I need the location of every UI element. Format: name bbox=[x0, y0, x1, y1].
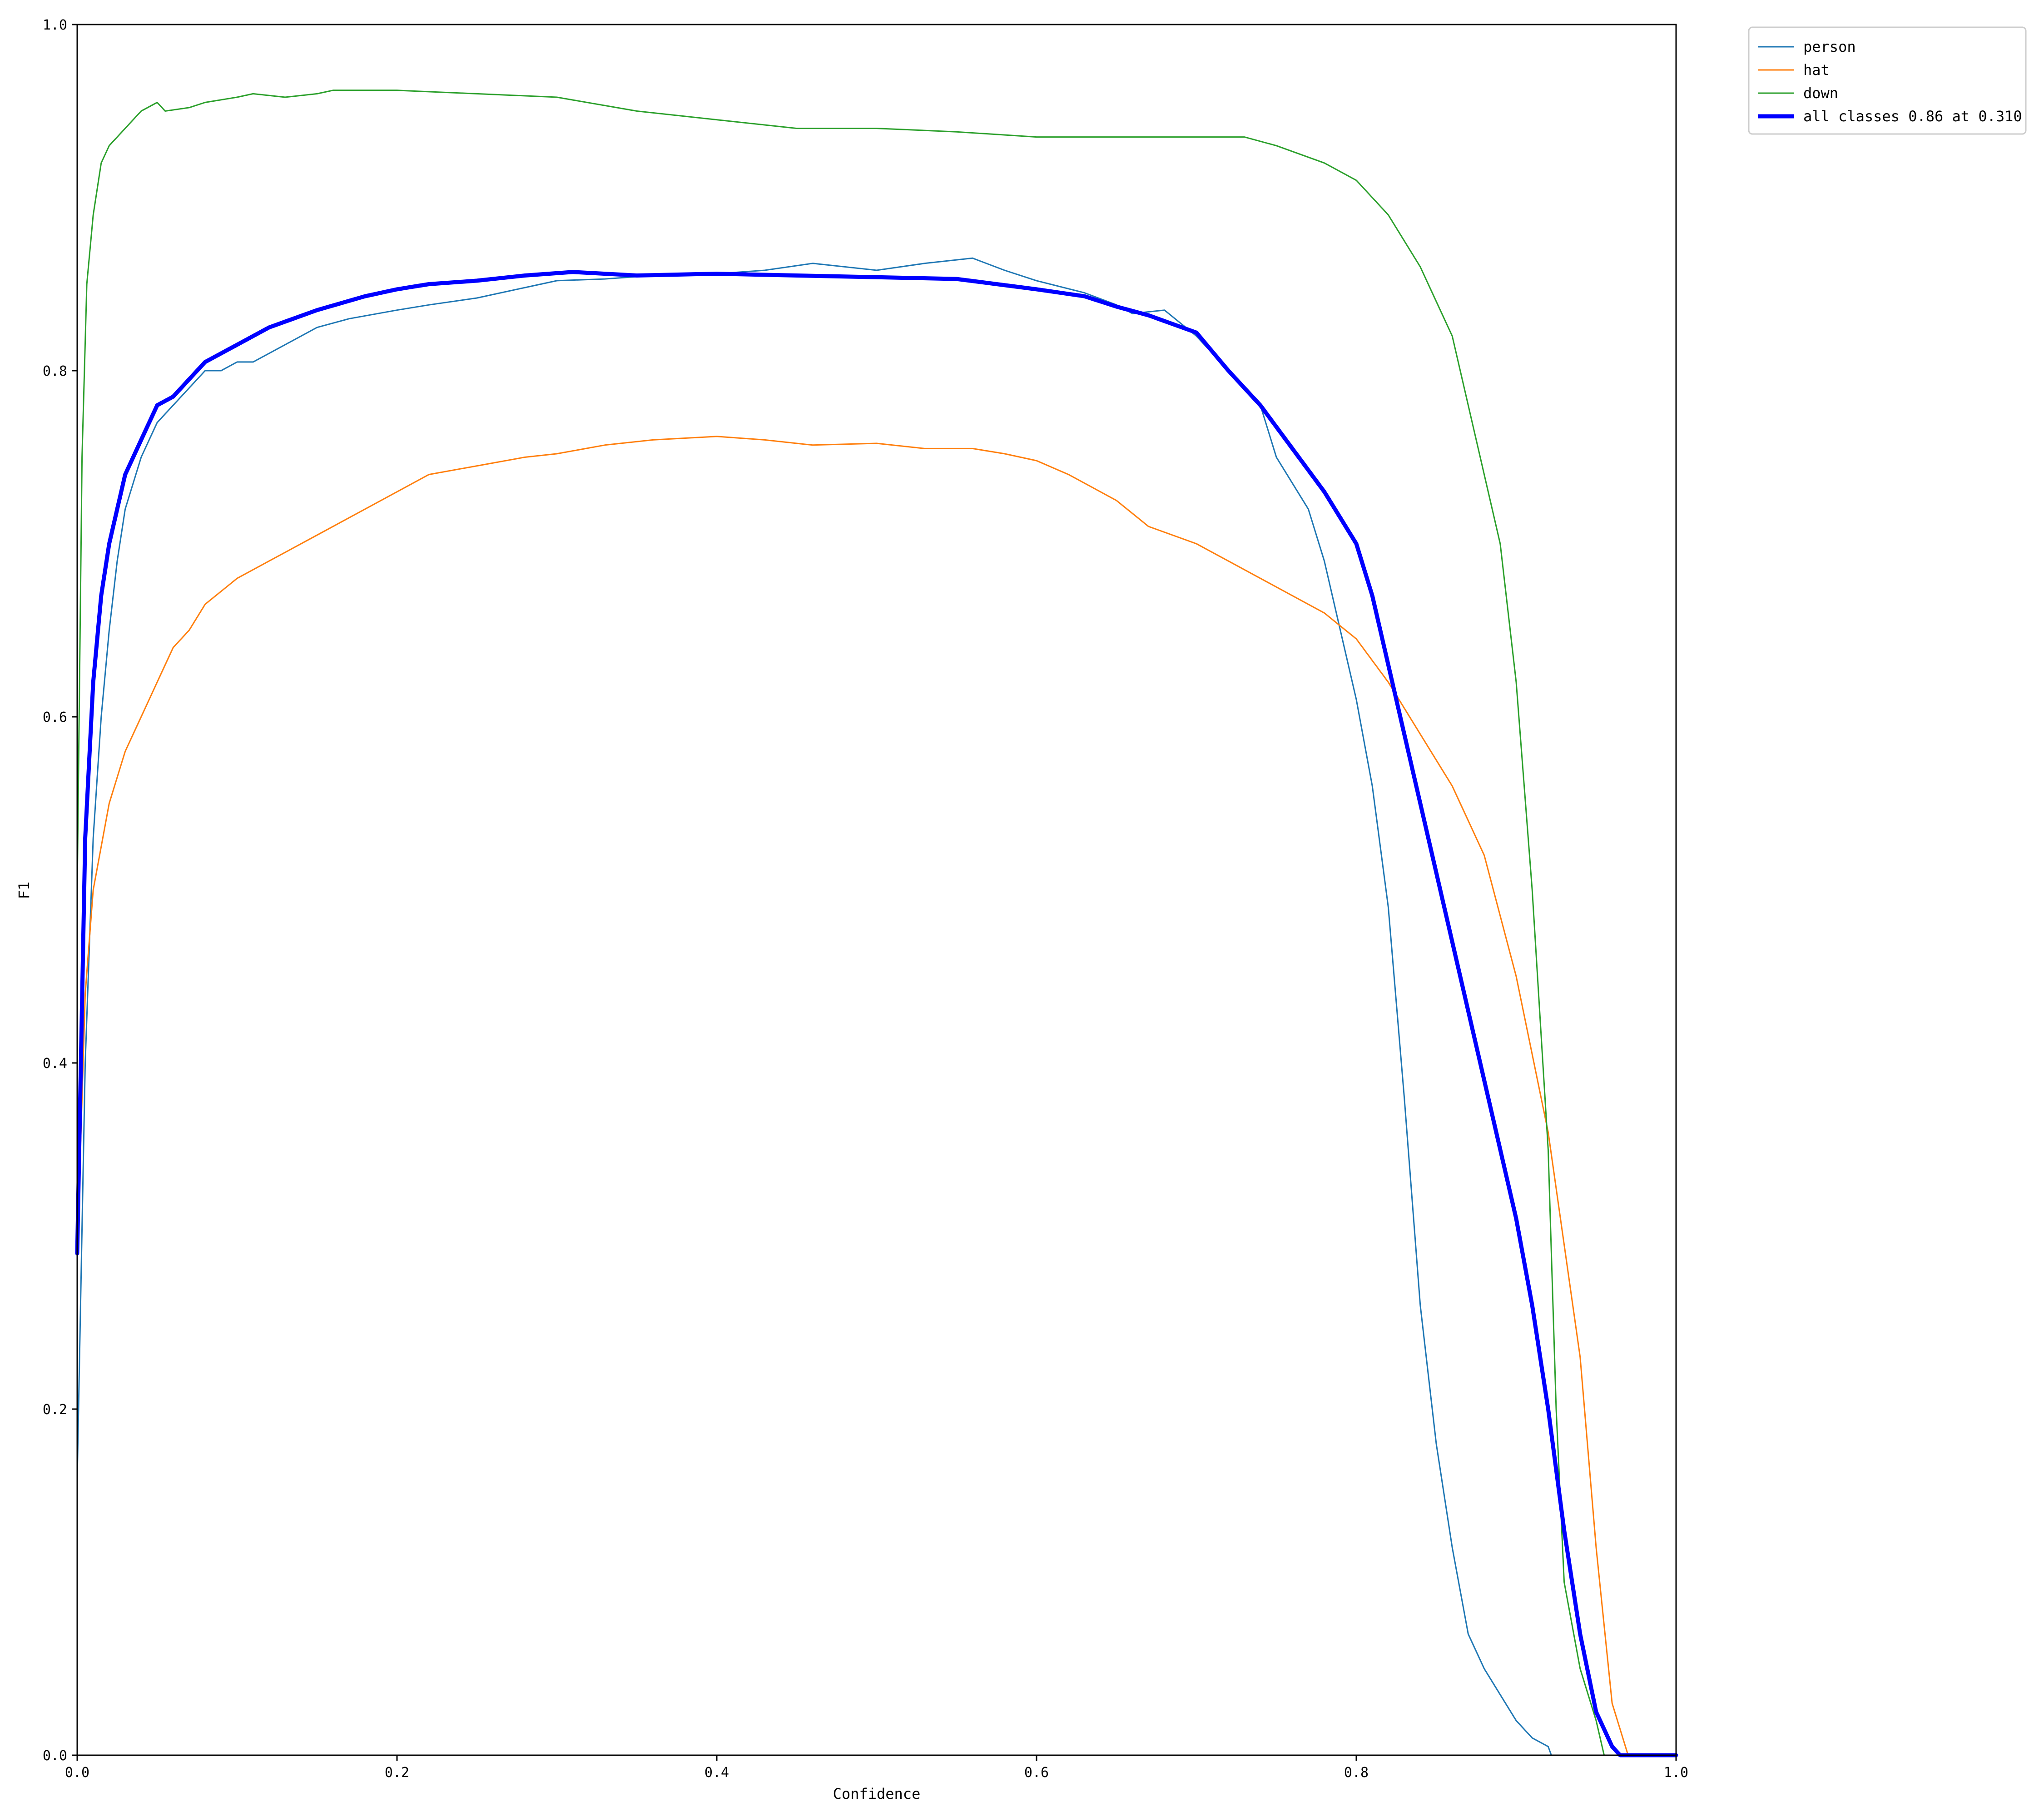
series-layer bbox=[75, 89, 1678, 1757]
x-axis-label: Confidence bbox=[833, 1785, 921, 1802]
y-tick-label: 1.0 bbox=[43, 17, 67, 33]
y-tick-label: 0.2 bbox=[43, 1402, 67, 1418]
x-tick-label: 0.2 bbox=[385, 1765, 409, 1781]
series-line-0 bbox=[76, 257, 1677, 1756]
legend-box bbox=[1748, 26, 2027, 135]
x-tick-label: 0.0 bbox=[65, 1765, 89, 1781]
series-line-1 bbox=[76, 436, 1677, 1756]
x-tick-label: 0.4 bbox=[704, 1765, 729, 1781]
x-tick-label: 0.6 bbox=[1024, 1765, 1049, 1781]
series-line-2 bbox=[76, 89, 1677, 1756]
y-axis: 0.0 0.2 0.4 0.6 0.8 1.0 bbox=[43, 17, 77, 1764]
x-tick-label: 1.0 bbox=[1664, 1765, 1688, 1781]
y-axis-label: F1 bbox=[15, 882, 33, 899]
legend-entry-label: hat bbox=[1803, 61, 1830, 79]
y-tick-label: 0.8 bbox=[43, 363, 67, 379]
x-axis: 0.0 0.2 0.4 0.6 0.8 1.0 bbox=[65, 1755, 1688, 1781]
legend-entry-label: down bbox=[1803, 84, 1838, 102]
x-tick-label: 0.8 bbox=[1344, 1765, 1369, 1781]
y-tick-label: 0.0 bbox=[43, 1748, 67, 1764]
y-tick-label: 0.6 bbox=[43, 710, 67, 725]
plot-frame bbox=[76, 24, 1677, 1756]
plot-area bbox=[77, 25, 1676, 1755]
legend-entry-label: all classes 0.86 at 0.310 bbox=[1803, 108, 2022, 125]
y-tick-label: 0.4 bbox=[43, 1056, 67, 1072]
series-line-3 bbox=[75, 270, 1678, 1757]
legend-entry-label: person bbox=[1803, 38, 1856, 55]
legend: person hat down all classes 0.86 at 0.310 bbox=[1748, 26, 2027, 135]
